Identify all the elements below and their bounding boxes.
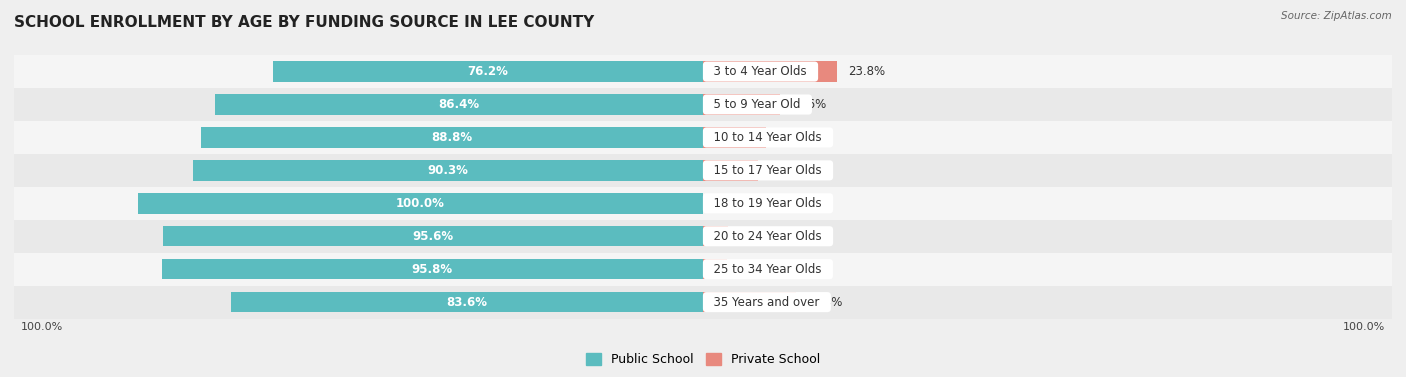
Text: 90.3%: 90.3%	[427, 164, 468, 177]
Bar	[14, 55, 1392, 88]
Bar	[162, 259, 703, 279]
Text: 5 to 9 Year Old: 5 to 9 Year Old	[706, 98, 808, 111]
Bar	[703, 160, 758, 181]
Text: 16.4%: 16.4%	[806, 296, 844, 309]
Bar	[14, 253, 1392, 286]
Bar	[193, 160, 703, 181]
Text: 3 to 4 Year Olds: 3 to 4 Year Olds	[706, 65, 814, 78]
Text: 13.6%: 13.6%	[790, 98, 827, 111]
Text: 4.2%: 4.2%	[737, 263, 766, 276]
Text: 11.2%: 11.2%	[776, 131, 814, 144]
Bar	[14, 187, 1392, 220]
Text: 0.0%: 0.0%	[713, 197, 742, 210]
Text: Source: ZipAtlas.com: Source: ZipAtlas.com	[1281, 11, 1392, 21]
Bar	[703, 292, 796, 312]
Text: SCHOOL ENROLLMENT BY AGE BY FUNDING SOURCE IN LEE COUNTY: SCHOOL ENROLLMENT BY AGE BY FUNDING SOUR…	[14, 15, 595, 30]
Bar	[273, 61, 703, 82]
Text: 100.0%: 100.0%	[1343, 322, 1385, 332]
Bar	[231, 292, 703, 312]
Bar	[703, 94, 780, 115]
Text: 83.6%: 83.6%	[446, 296, 488, 309]
Text: 15 to 17 Year Olds: 15 to 17 Year Olds	[706, 164, 830, 177]
Bar	[201, 127, 703, 148]
Text: 35 Years and over: 35 Years and over	[706, 296, 827, 309]
Text: 20 to 24 Year Olds: 20 to 24 Year Olds	[706, 230, 830, 243]
Legend: Public School, Private School: Public School, Private School	[581, 348, 825, 371]
Text: 10 to 14 Year Olds: 10 to 14 Year Olds	[706, 131, 830, 144]
Text: 25 to 34 Year Olds: 25 to 34 Year Olds	[706, 263, 830, 276]
Text: 95.6%: 95.6%	[412, 230, 454, 243]
Text: 4.4%: 4.4%	[738, 230, 768, 243]
Text: 76.2%: 76.2%	[467, 65, 508, 78]
Bar	[14, 286, 1392, 319]
Text: 100.0%: 100.0%	[21, 322, 63, 332]
Bar	[703, 61, 838, 82]
Bar	[703, 259, 727, 279]
Bar	[138, 193, 703, 213]
Bar	[14, 220, 1392, 253]
Bar	[14, 121, 1392, 154]
Text: 88.8%: 88.8%	[432, 131, 472, 144]
Bar	[703, 226, 728, 247]
Bar	[14, 154, 1392, 187]
Text: 100.0%: 100.0%	[396, 197, 444, 210]
Text: 95.8%: 95.8%	[412, 263, 453, 276]
Bar	[703, 127, 766, 148]
Text: 23.8%: 23.8%	[848, 65, 884, 78]
Text: 18 to 19 Year Olds: 18 to 19 Year Olds	[706, 197, 830, 210]
Text: 86.4%: 86.4%	[439, 98, 479, 111]
Text: 9.7%: 9.7%	[768, 164, 799, 177]
Bar	[163, 226, 703, 247]
Bar	[215, 94, 703, 115]
Bar	[14, 88, 1392, 121]
